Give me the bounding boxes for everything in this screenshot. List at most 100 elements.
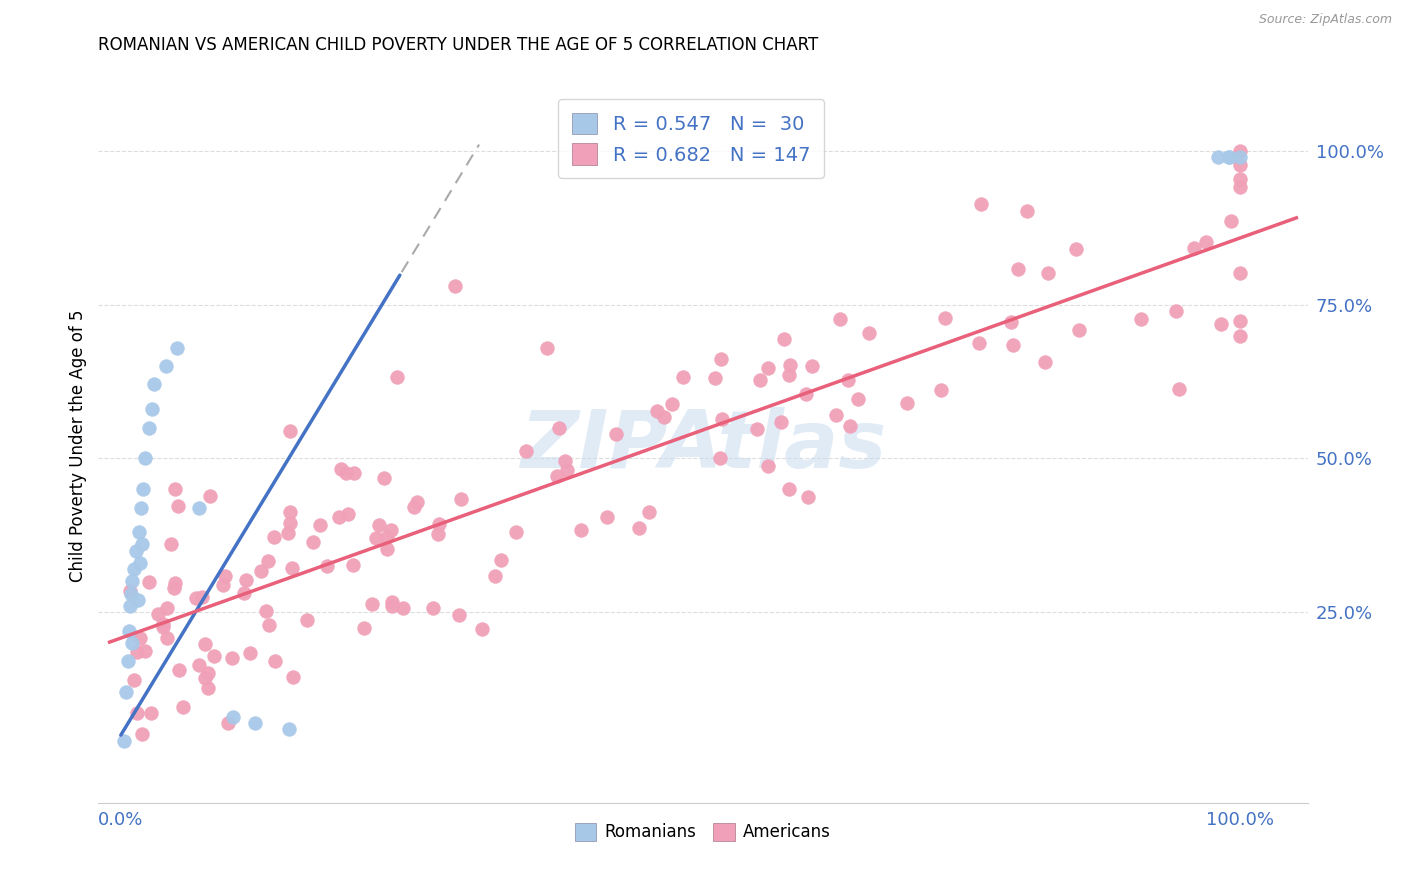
Point [122, 673, 145, 687]
Point [194, 671, 217, 685]
Point [138, 575, 160, 590]
Point [191, 590, 214, 604]
Point [800, 359, 823, 374]
Point [302, 535, 325, 549]
Point [118, 584, 141, 599]
Point [373, 470, 395, 484]
Point [188, 658, 211, 673]
Point [381, 595, 404, 609]
Point [858, 326, 880, 341]
Point [1229, 329, 1251, 343]
Point [661, 397, 683, 411]
Point [197, 681, 219, 695]
Point [1229, 266, 1251, 280]
Point [1129, 311, 1152, 326]
Point [118, 624, 141, 638]
Point [235, 573, 257, 587]
Point [353, 621, 375, 635]
Point [709, 450, 731, 465]
Point [160, 537, 183, 551]
Point [710, 411, 733, 425]
Point [129, 500, 152, 515]
Point [934, 310, 956, 325]
Point [127, 592, 149, 607]
Point [427, 527, 450, 541]
Text: Source: ZipAtlas.com: Source: ZipAtlas.com [1258, 13, 1392, 27]
Point [471, 622, 494, 636]
Point [422, 601, 444, 615]
Point [131, 537, 153, 551]
Point [375, 542, 398, 557]
Point [1033, 354, 1056, 368]
Point [596, 509, 619, 524]
Point [125, 543, 148, 558]
Point [1218, 150, 1240, 164]
Point [1194, 235, 1216, 249]
Point [1002, 338, 1025, 352]
Point [278, 424, 301, 438]
Point [364, 531, 387, 545]
Point [1182, 241, 1205, 255]
Point [217, 715, 239, 730]
Point [138, 420, 160, 434]
Point [152, 620, 174, 634]
Point [264, 654, 287, 668]
Point [745, 422, 768, 436]
Point [797, 490, 820, 504]
Point [484, 568, 506, 582]
Point [839, 419, 862, 434]
Point [837, 373, 859, 387]
Point [222, 709, 245, 723]
Point [134, 451, 156, 466]
Point [1229, 158, 1251, 172]
Point [515, 444, 537, 458]
Point [343, 466, 366, 480]
Point [368, 518, 391, 533]
Point [824, 408, 846, 422]
Point [121, 636, 143, 650]
Point [672, 370, 695, 384]
Point [259, 617, 281, 632]
Point [554, 453, 576, 467]
Point [141, 706, 163, 721]
Point [131, 727, 153, 741]
Point [129, 631, 152, 645]
Point [128, 556, 150, 570]
Point [652, 410, 675, 425]
Point [569, 524, 592, 538]
Point [278, 516, 301, 531]
Text: ROMANIAN VS AMERICAN CHILD POVERTY UNDER THE AGE OF 5 CORRELATION CHART: ROMANIAN VS AMERICAN CHILD POVERTY UNDER… [98, 36, 818, 54]
Point [1064, 242, 1087, 256]
Point [309, 518, 332, 533]
Point [232, 586, 254, 600]
Point [156, 631, 179, 645]
Point [121, 574, 143, 589]
Point [360, 597, 382, 611]
Point [163, 581, 186, 595]
Point [778, 368, 800, 382]
Point [1015, 203, 1038, 218]
Point [283, 670, 305, 684]
Point [250, 565, 273, 579]
Point [141, 402, 163, 417]
Point [330, 462, 353, 476]
Point [297, 613, 319, 627]
Point [328, 509, 350, 524]
Point [1067, 323, 1090, 337]
Point [1229, 313, 1251, 327]
Point [505, 524, 527, 539]
Point [146, 607, 169, 622]
Point [1036, 266, 1059, 280]
Point [134, 643, 156, 657]
Point [156, 600, 179, 615]
Point [128, 525, 150, 540]
Point [385, 369, 408, 384]
Point [214, 569, 236, 583]
Point [277, 722, 299, 736]
Point [548, 420, 571, 434]
Point [336, 507, 359, 521]
Point [115, 685, 138, 699]
Point [638, 505, 661, 519]
Point [163, 482, 186, 496]
Point [280, 505, 302, 519]
